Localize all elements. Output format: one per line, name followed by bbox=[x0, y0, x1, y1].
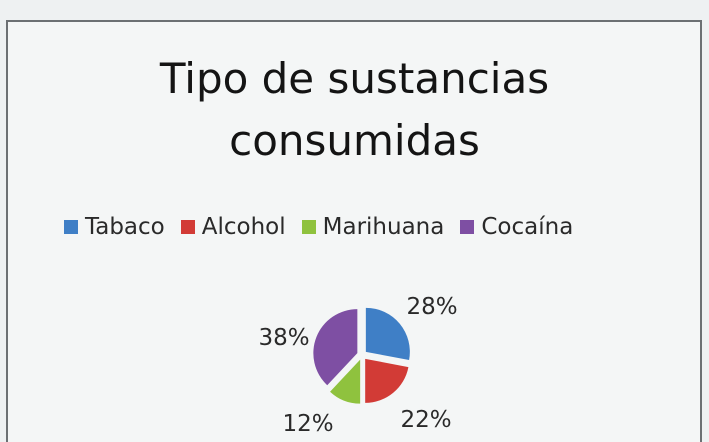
pie-slice-marihuana bbox=[330, 359, 361, 404]
chart-title: Tipo de sustancias consumidas bbox=[0, 48, 709, 172]
pie-slice-cocaina bbox=[313, 309, 358, 386]
legend-item-tabaco: Tabaco bbox=[64, 214, 165, 240]
pie-label-cocaina: 38% bbox=[258, 325, 309, 351]
legend-item-cocaina: Cocaína bbox=[460, 214, 573, 240]
pie-label-alcohol: 22% bbox=[400, 407, 451, 433]
chart-title-line-2: consumidas bbox=[229, 116, 480, 165]
legend-item-alcohol: Alcohol bbox=[180, 214, 286, 240]
legend-item-marihuana: Marihuana bbox=[301, 214, 445, 240]
pie-slice-alcohol bbox=[365, 358, 409, 403]
legend-swatch-marihuana bbox=[301, 220, 316, 234]
legend-swatch-alcohol bbox=[180, 220, 195, 234]
legend-label-tabaco: Tabaco bbox=[85, 214, 165, 240]
legend-swatch-tabaco bbox=[64, 220, 78, 234]
pie-label-tabaco: 28% bbox=[406, 294, 457, 320]
legend-label-cocaina: Cocaína bbox=[481, 214, 574, 240]
chart-legend: Tabaco Alcohol Marihuana Cocaína bbox=[64, 214, 704, 240]
legend-swatch-cocaina bbox=[460, 220, 475, 234]
legend-label-alcohol: Alcohol bbox=[201, 214, 286, 240]
pie-label-marihuana: 12% bbox=[282, 411, 333, 437]
chart-title-line-1: Tipo de sustancias bbox=[159, 54, 550, 103]
legend-label-marihuana: Marihuana bbox=[322, 214, 445, 240]
pie-slice-tabaco bbox=[365, 307, 410, 361]
